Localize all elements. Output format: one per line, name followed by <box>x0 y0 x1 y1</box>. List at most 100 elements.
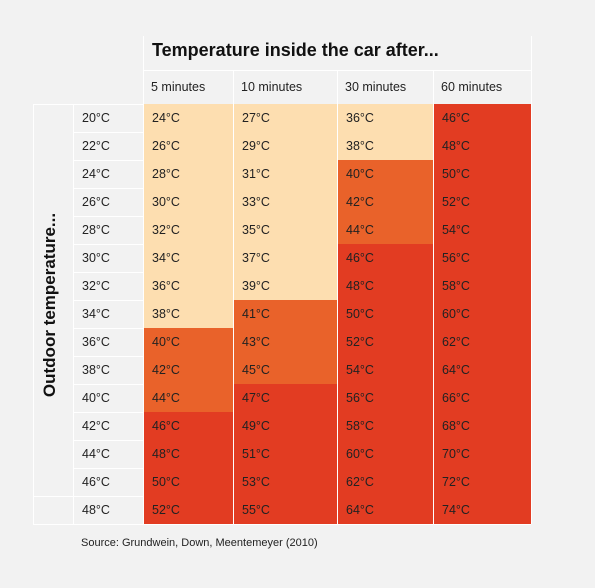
table-cell: 41°C <box>233 300 337 328</box>
table-cell: 33°C <box>233 188 337 216</box>
grid-line <box>73 440 143 441</box>
row-header: 32°C <box>82 279 110 293</box>
grid-line <box>33 104 34 524</box>
table-cell: 58°C <box>433 272 531 300</box>
table-cell: 70°C <box>433 440 531 468</box>
table-cell: 45°C <box>233 356 337 384</box>
grid-line <box>73 188 143 189</box>
grid-line <box>73 104 74 524</box>
table-cell: 54°C <box>337 356 433 384</box>
grid-line <box>531 36 532 524</box>
grid-line <box>73 384 143 385</box>
grid-line <box>73 104 143 105</box>
grid-line <box>73 160 143 161</box>
table-cell: 34°C <box>143 244 233 272</box>
grid-line <box>73 412 143 413</box>
table-cell: 40°C <box>337 160 433 188</box>
table-cell: 52°C <box>433 188 531 216</box>
chart-title: Temperature inside the car after... <box>152 40 439 60</box>
grid-line <box>73 496 143 497</box>
table-cell: 56°C <box>337 384 433 412</box>
table-cell: 32°C <box>143 216 233 244</box>
table-cell: 48°C <box>337 272 433 300</box>
table-cell: 62°C <box>337 468 433 496</box>
table-cell: 53°C <box>233 468 337 496</box>
table-cell: 30°C <box>143 188 233 216</box>
table-cell: 38°C <box>337 132 433 160</box>
table-cell: 36°C <box>337 104 433 132</box>
table-cell: 55°C <box>233 496 337 524</box>
grid-line <box>337 70 338 524</box>
row-header: 30°C <box>82 251 110 265</box>
grid-line <box>73 272 143 273</box>
table-cell: 50°C <box>337 300 433 328</box>
table-cell: 37°C <box>233 244 337 272</box>
table-cell: 56°C <box>433 244 531 272</box>
table-cell: 29°C <box>233 132 337 160</box>
table-cell: 68°C <box>433 412 531 440</box>
table-cell: 36°C <box>143 272 233 300</box>
table-cell: 47°C <box>233 384 337 412</box>
row-header: 42°C <box>82 419 110 433</box>
table-cell: 48°C <box>143 440 233 468</box>
table-cell: 50°C <box>143 468 233 496</box>
grid-line <box>73 328 143 329</box>
table-cell: 46°C <box>337 244 433 272</box>
grid-line <box>73 132 143 133</box>
row-header: 24°C <box>82 167 110 181</box>
table-cell: 60°C <box>337 440 433 468</box>
grid-line <box>233 70 234 524</box>
row-header: 40°C <box>82 391 110 405</box>
table-cell: 24°C <box>143 104 233 132</box>
table-cell: 50°C <box>433 160 531 188</box>
row-axis-label: Outdoor temperature... <box>40 212 59 398</box>
row-header: 44°C <box>82 447 110 461</box>
table-cell: 35°C <box>233 216 337 244</box>
table-cell: 26°C <box>143 132 233 160</box>
grid-line <box>433 70 434 524</box>
row-header: 36°C <box>82 335 110 349</box>
table-cell: 39°C <box>233 272 337 300</box>
table-cell: 64°C <box>433 356 531 384</box>
table-cell: 52°C <box>337 328 433 356</box>
table-cell: 42°C <box>337 188 433 216</box>
row-header: 26°C <box>82 195 110 209</box>
grid-line <box>73 244 143 245</box>
table-cell: 27°C <box>233 104 337 132</box>
table-cell: 54°C <box>433 216 531 244</box>
grid-line <box>33 104 73 105</box>
table-cell: 28°C <box>143 160 233 188</box>
row-header: 28°C <box>82 223 110 237</box>
table-cell: 72°C <box>433 468 531 496</box>
grid-line <box>73 216 143 217</box>
row-header: 48°C <box>82 503 110 517</box>
row-header: 22°C <box>82 139 110 153</box>
table-cell: 42°C <box>143 356 233 384</box>
row-header: 38°C <box>82 363 110 377</box>
table-cell: 46°C <box>433 104 531 132</box>
grid-line <box>33 524 531 525</box>
table-cell: 74°C <box>433 496 531 524</box>
column-header: 5 minutes <box>151 80 206 94</box>
table-cell: 31°C <box>233 160 337 188</box>
column-header: 30 minutes <box>345 80 407 94</box>
table-cell: 60°C <box>433 300 531 328</box>
table-cell: 46°C <box>143 412 233 440</box>
grid-line <box>143 36 144 524</box>
table-cell: 44°C <box>143 384 233 412</box>
table-cell: 43°C <box>233 328 337 356</box>
table-cell: 44°C <box>337 216 433 244</box>
table-cell: 58°C <box>337 412 433 440</box>
table-cell: 40°C <box>143 328 233 356</box>
grid-line <box>73 468 143 469</box>
grid-line <box>73 356 143 357</box>
source-note: Source: Grundwein, Down, Meentemeyer (20… <box>81 537 318 549</box>
table-cell: 48°C <box>433 132 531 160</box>
column-header: 10 minutes <box>241 80 303 94</box>
table-cell: 38°C <box>143 300 233 328</box>
grid-line <box>33 496 73 497</box>
table-cell: 52°C <box>143 496 233 524</box>
row-header: 20°C <box>82 111 110 125</box>
column-header: 60 minutes <box>441 80 503 94</box>
